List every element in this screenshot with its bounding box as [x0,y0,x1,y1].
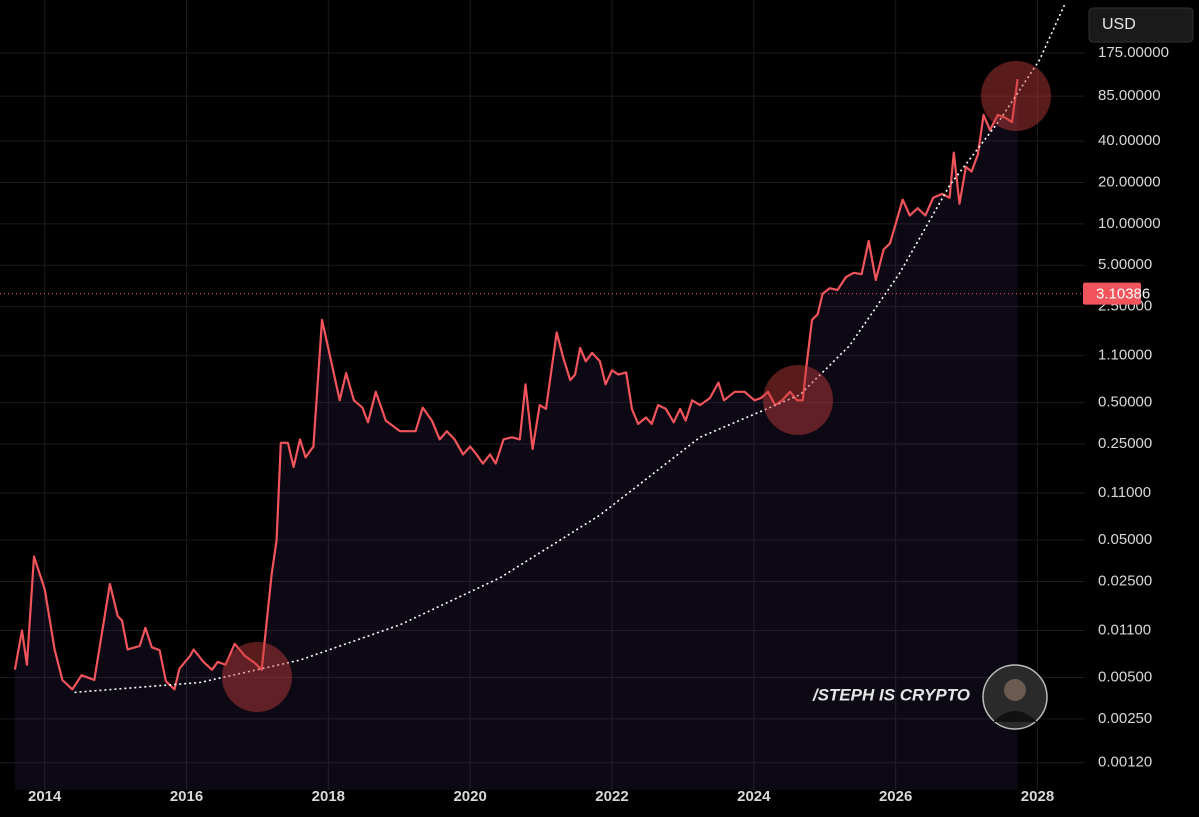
x-tick-label: 2028 [1021,788,1054,805]
highlight-circle [222,642,292,712]
grid [0,0,1085,790]
y-tick-label: 5.00000 [1098,256,1152,273]
trend-curve [74,4,1066,694]
y-tick-label: 85.00000 [1098,87,1161,104]
avatar-body [993,711,1037,722]
y-tick-label: 0.01100 [1098,621,1151,638]
avatar-face [1004,679,1026,701]
y-tick-label: 0.25000 [1098,435,1152,452]
x-tick-label: 2018 [312,788,345,805]
axes: 175.00000 85.00000 40.00000 20.00000 10.0000… [28,44,1169,805]
current-price-box [1083,282,1141,305]
y-tick-label: 0.02500 [1098,572,1152,589]
price-line [13,78,1019,691]
y-tick-label: 0.00500 [1098,669,1152,686]
y-tick-label: 175.00000 [1098,44,1169,61]
y-tick-label: 0.50000 [1098,394,1152,411]
y-tick-label: 20.00000 [1098,173,1161,190]
area [14,79,1018,791]
highlight-circle [981,61,1051,131]
current-price-label: 3.10386 [1096,286,1150,303]
x-tick-label: 2020 [453,788,486,805]
plot [0,4,1085,791]
y-tick-label: 0.05000 [1098,531,1152,548]
y-tick-label: 0.11000 [1098,484,1151,501]
currency-label[interactable]: USD [1102,16,1136,33]
x-tick-label: 2022 [595,788,628,805]
y-tick-label: 0.00250 [1098,710,1152,727]
x-tick-label: 2016 [170,788,203,805]
y-tick-label: 10.00000 [1098,215,1161,232]
currency-button[interactable] [1088,7,1194,43]
y-tick-label: 0.00120 [1098,754,1152,771]
y-tick-label: 1.10000 [1098,347,1152,364]
x-tick-label: 2026 [879,788,912,805]
watermark: /STEPH IS CRYPTO [812,685,970,704]
x-tick-label: 2014 [28,788,62,805]
highlight-circle [763,365,833,435]
y-tick-label: 40.00000 [1098,132,1161,149]
x-tick-label: 2024 [737,788,771,805]
